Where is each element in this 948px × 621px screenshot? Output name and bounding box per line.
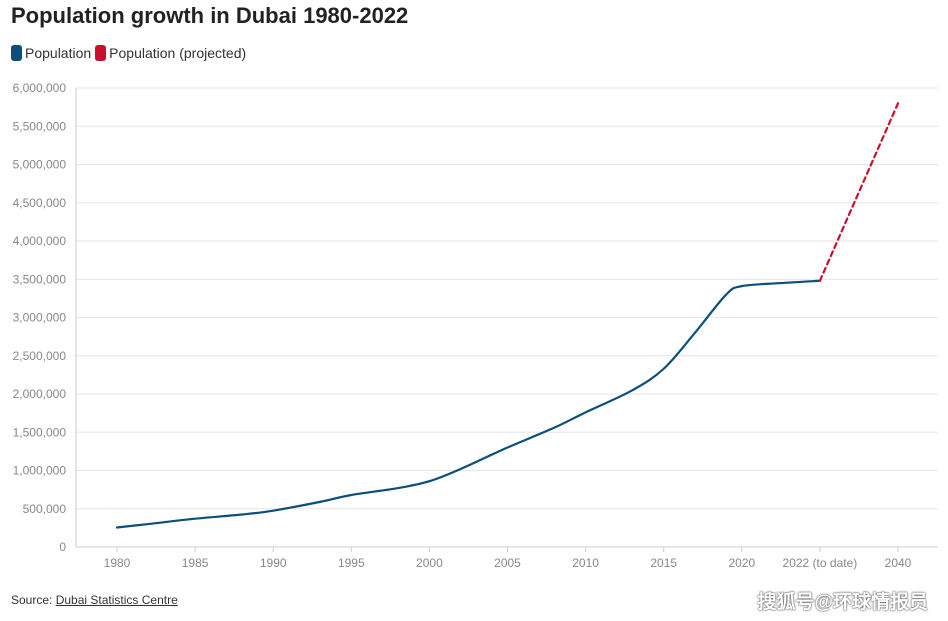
legend-swatch-population <box>11 45 22 61</box>
y-tick-label: 5,500,000 <box>13 119 67 133</box>
legend-label-population: Population <box>25 45 92 61</box>
x-tick-label: 1990 <box>260 556 287 570</box>
x-tick-label: 2005 <box>494 556 521 570</box>
y-tick-label: 3,500,000 <box>13 272 67 286</box>
chart-legend: Population Population (projected) <box>11 45 250 61</box>
source-prefix: Source: <box>11 593 53 607</box>
watermark: 搜狐号@环球情报员 <box>757 592 928 613</box>
source-link[interactable]: Dubai Statistics Centre <box>55 593 178 607</box>
y-tick-label: 2,500,000 <box>13 349 67 363</box>
y-tick-label: 3,000,000 <box>13 311 67 325</box>
y-tick-label: 2,000,000 <box>13 387 67 401</box>
x-tick-label: 1995 <box>338 556 365 570</box>
y-tick-label: 4,500,000 <box>13 196 67 210</box>
y-tick-label: 5,000,000 <box>13 158 67 172</box>
x-tick-label: 1985 <box>182 556 209 570</box>
x-tick-label: 2010 <box>572 556 599 570</box>
legend-swatch-projected <box>95 45 107 61</box>
y-tick-label: 4,000,000 <box>13 234 67 248</box>
y-tick-label: 6,000,000 <box>13 81 67 95</box>
chart-title: Population growth in Dubai 1980-2022 <box>11 3 409 28</box>
x-tick-label: 2000 <box>416 556 443 570</box>
x-tick-label: 2015 <box>650 556 677 570</box>
y-tick-label: 1,500,000 <box>13 425 67 439</box>
source-note: Source: Dubai Statistics Centre <box>11 593 178 607</box>
series-line-population <box>115 279 821 529</box>
y-tick-label: 500,000 <box>23 502 67 516</box>
y-tick-label: 1,000,000 <box>13 464 67 478</box>
series-line-projected <box>818 102 900 282</box>
x-tick-label: 2022 (to date) <box>783 556 858 570</box>
x-tick-label: 1980 <box>104 556 131 570</box>
legend-item-population[interactable]: Population <box>11 45 91 61</box>
x-tick-label: 2020 <box>728 556 755 570</box>
x-tick-label: 2040 <box>885 556 912 570</box>
legend-item-projected[interactable]: Population (projected) <box>95 45 246 61</box>
y-tick-label: 0 <box>59 540 66 554</box>
legend-label-projected: Population (projected) <box>109 45 247 61</box>
